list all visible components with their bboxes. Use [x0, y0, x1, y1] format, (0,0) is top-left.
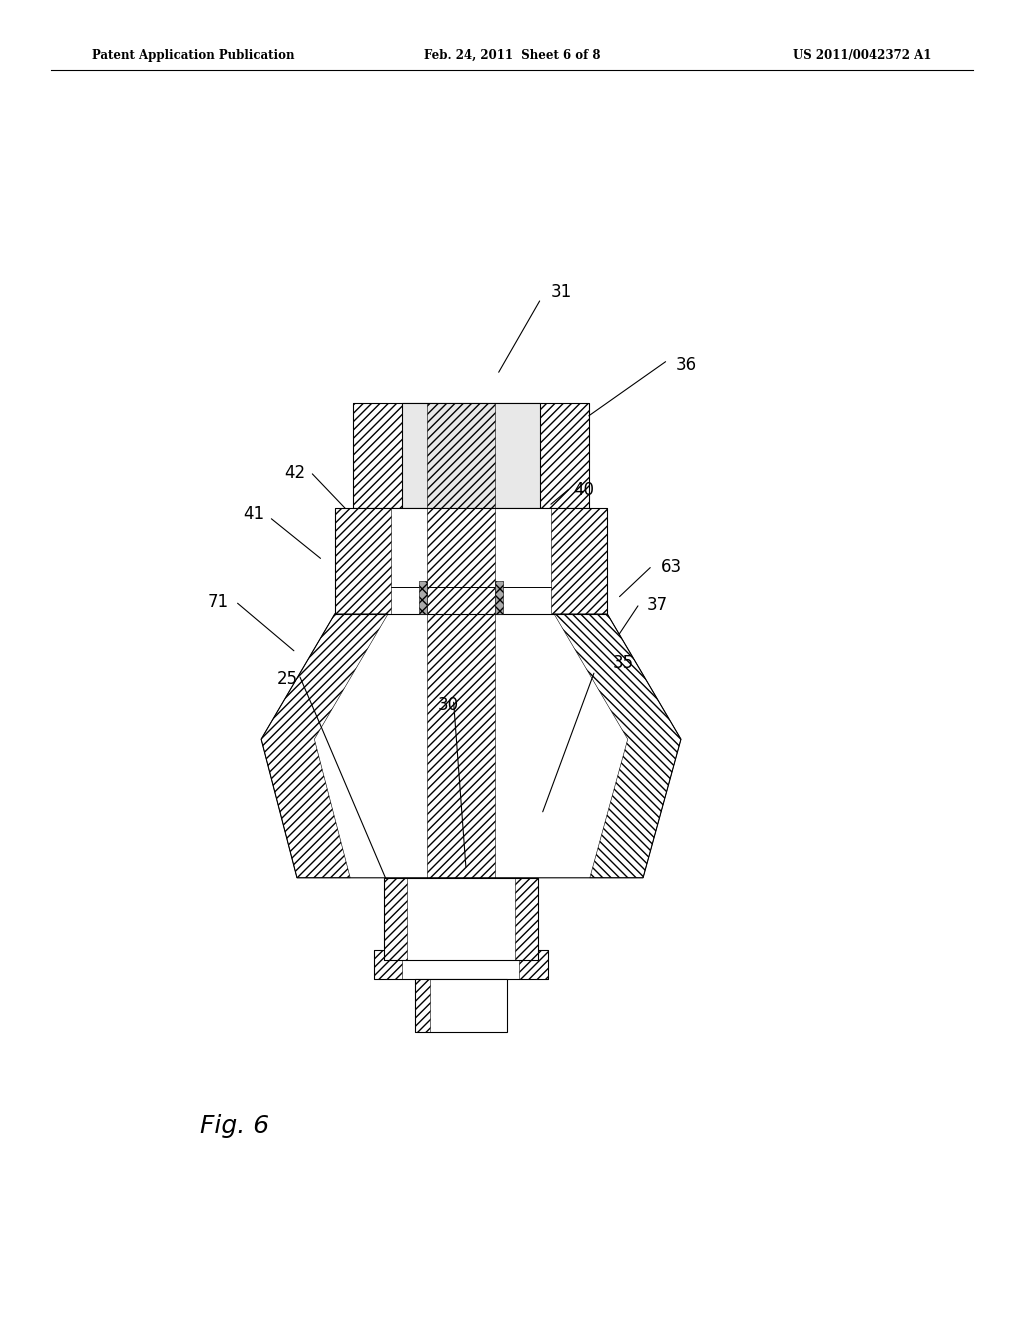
Bar — [515, 878, 538, 960]
Bar — [384, 878, 538, 960]
Text: 25: 25 — [276, 669, 298, 688]
Text: Fig. 6: Fig. 6 — [200, 1114, 269, 1138]
Bar — [497, 878, 519, 950]
Text: 42: 42 — [285, 463, 306, 482]
Text: 35: 35 — [612, 653, 634, 672]
Bar — [419, 581, 427, 614]
Text: 36: 36 — [676, 355, 697, 374]
Bar — [374, 950, 402, 979]
Text: 31: 31 — [551, 282, 572, 301]
Bar — [335, 508, 391, 614]
Bar — [402, 878, 425, 950]
Bar — [427, 614, 495, 878]
Bar — [495, 581, 503, 614]
Text: Feb. 24, 2011  Sheet 6 of 8: Feb. 24, 2011 Sheet 6 of 8 — [424, 49, 600, 62]
Bar — [427, 508, 495, 614]
Bar — [402, 878, 519, 950]
Bar — [374, 950, 548, 979]
Bar — [335, 508, 607, 614]
Text: Patent Application Publication: Patent Application Publication — [92, 49, 295, 62]
Bar — [402, 403, 540, 508]
Bar — [415, 979, 507, 1032]
Text: 71: 71 — [208, 593, 229, 611]
Bar — [384, 878, 407, 960]
Bar — [540, 403, 589, 508]
Bar — [415, 979, 430, 1032]
Bar — [353, 403, 589, 508]
Bar — [519, 950, 548, 979]
Text: 63: 63 — [660, 557, 682, 576]
Text: 40: 40 — [573, 480, 595, 499]
Bar — [427, 403, 495, 508]
Text: 37: 37 — [647, 595, 669, 614]
Text: 30: 30 — [437, 696, 459, 714]
Polygon shape — [261, 614, 681, 878]
Text: US 2011/0042372 A1: US 2011/0042372 A1 — [794, 49, 932, 62]
Bar — [353, 403, 402, 508]
Bar — [551, 508, 607, 614]
Text: 41: 41 — [244, 504, 265, 523]
